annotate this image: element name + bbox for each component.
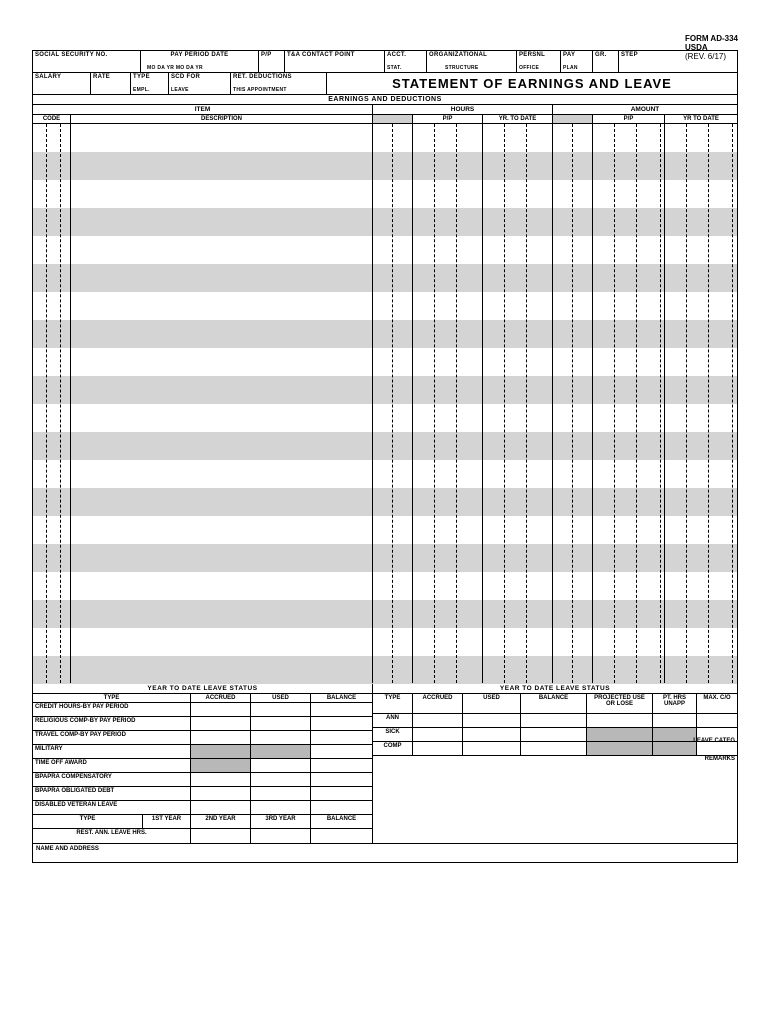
leave-left-row: TIME OFF AWARD (33, 759, 372, 773)
col-hours-ytd: YR. TO DATE (483, 115, 553, 123)
leave-left-row: RELIGIOUS COMP-BY PAY PERIOD (33, 717, 372, 731)
col-hours-grey (373, 115, 413, 123)
col-hours-pp: P/P (413, 115, 483, 123)
field-tacp: T&A CONTACT POINT (285, 51, 385, 72)
field-rate: RATE (91, 73, 131, 94)
col-item: ITEM (33, 105, 373, 114)
field-salary: SALARY (33, 73, 91, 94)
leave-right-row: ANN (373, 714, 737, 728)
col-code: CODE (33, 115, 71, 123)
field-ssn: SOCIAL SECURITY NO. (33, 51, 141, 72)
field-type-empl: TYPEEMPL. (131, 73, 169, 94)
leave-left-header: TYPE ACCRUED USED BALANCE (33, 694, 372, 703)
leave-left-row: MILITARY (33, 745, 372, 759)
earnings-deductions-header: EARNINGS AND DEDUCTIONS (33, 95, 737, 105)
grid-header-1: ITEM HOURS AMOUNT (33, 105, 737, 115)
rest-ann-header: TYPE 1ST YEAR 2ND YEAR 3RD YEAR BALANCE (33, 815, 372, 829)
field-gr: GR. (593, 51, 619, 72)
leave-status-section: YEAR TO DATE LEAVE STATUS TYPE ACCRUED U… (33, 684, 737, 844)
leave-status-left: YEAR TO DATE LEAVE STATUS TYPE ACCRUED U… (33, 684, 373, 843)
field-acct: ACCT.STAT. (385, 51, 427, 72)
col-amount-ytd: YR TO DATE (665, 115, 737, 123)
leave-right-header: TYPE ACCRUED USED BALANCE PROJECTED USE … (373, 694, 737, 714)
field-scd-for: SCD FORLEAVE (169, 73, 231, 94)
form-title: STATEMENT OF EARNINGS AND LEAVE (327, 73, 737, 92)
col-amount-grey (553, 115, 593, 123)
title-block: STATEMENT OF EARNINGS AND LEAVE (327, 73, 737, 94)
name-and-address: NAME AND ADDRESS (33, 844, 737, 862)
leave-left-row: BPAPRA COMPENSATORY (33, 773, 372, 787)
form-frame: SOCIAL SECURITY NO. PAY PERIOD DATE MO D… (32, 50, 738, 863)
field-org: ORGANIZATIONALSTRUCTURE (427, 51, 517, 72)
leave-left-row: CREDIT HOURS-BY PAY PERIOD (33, 703, 372, 717)
grid-header-2: CODE DESCRIPTION P/P YR. TO DATE P/P YR … (33, 115, 737, 124)
field-payplan: PAYPLAN (561, 51, 593, 72)
field-persnl: PERSNLOFFICE (517, 51, 561, 72)
leave-right-row: SICK (373, 728, 737, 742)
field-pp: P/P (259, 51, 285, 72)
label-remarks: REMARKS (705, 756, 735, 762)
form-no: FORM AD-334 (685, 34, 738, 43)
col-amount: AMOUNT (553, 105, 737, 114)
field-ret-deductions: RET. DEDUCTIONSTHIS APPOINTMENT (231, 73, 327, 94)
col-description: DESCRIPTION (71, 115, 373, 123)
field-pay-period-date: PAY PERIOD DATE MO DA YR MO DA YR (141, 51, 259, 72)
leave-left-row: BPAPRA OBLIGATED DEBT (33, 787, 372, 801)
leave-status-right: YEAR TO DATE LEAVE STATUS TYPE ACCRUED U… (373, 684, 737, 843)
earnings-grid-body (33, 124, 737, 684)
col-hours: HOURS (373, 105, 553, 114)
leave-right-row: COMP (373, 742, 737, 756)
col-amount-pp: P/P (593, 115, 665, 123)
leave-left-row: DISABLED VETERAN LEAVE (33, 801, 372, 815)
leave-left-row: TRAVEL COMP-BY PAY PERIOD (33, 731, 372, 745)
leave-left-title: YEAR TO DATE LEAVE STATUS (33, 684, 372, 694)
leave-right-title: YEAR TO DATE LEAVE STATUS (373, 684, 737, 694)
rest-ann-row: REST. ANN. LEAVE HRS. (33, 829, 372, 843)
field-step: STEP (619, 51, 737, 72)
label-leave-categ: LEAVE CATEG (693, 738, 735, 744)
header-row-2: SALARY RATE TYPEEMPL. SCD FORLEAVE RET. … (33, 73, 737, 95)
header-row-1: SOCIAL SECURITY NO. PAY PERIOD DATE MO D… (33, 51, 737, 73)
